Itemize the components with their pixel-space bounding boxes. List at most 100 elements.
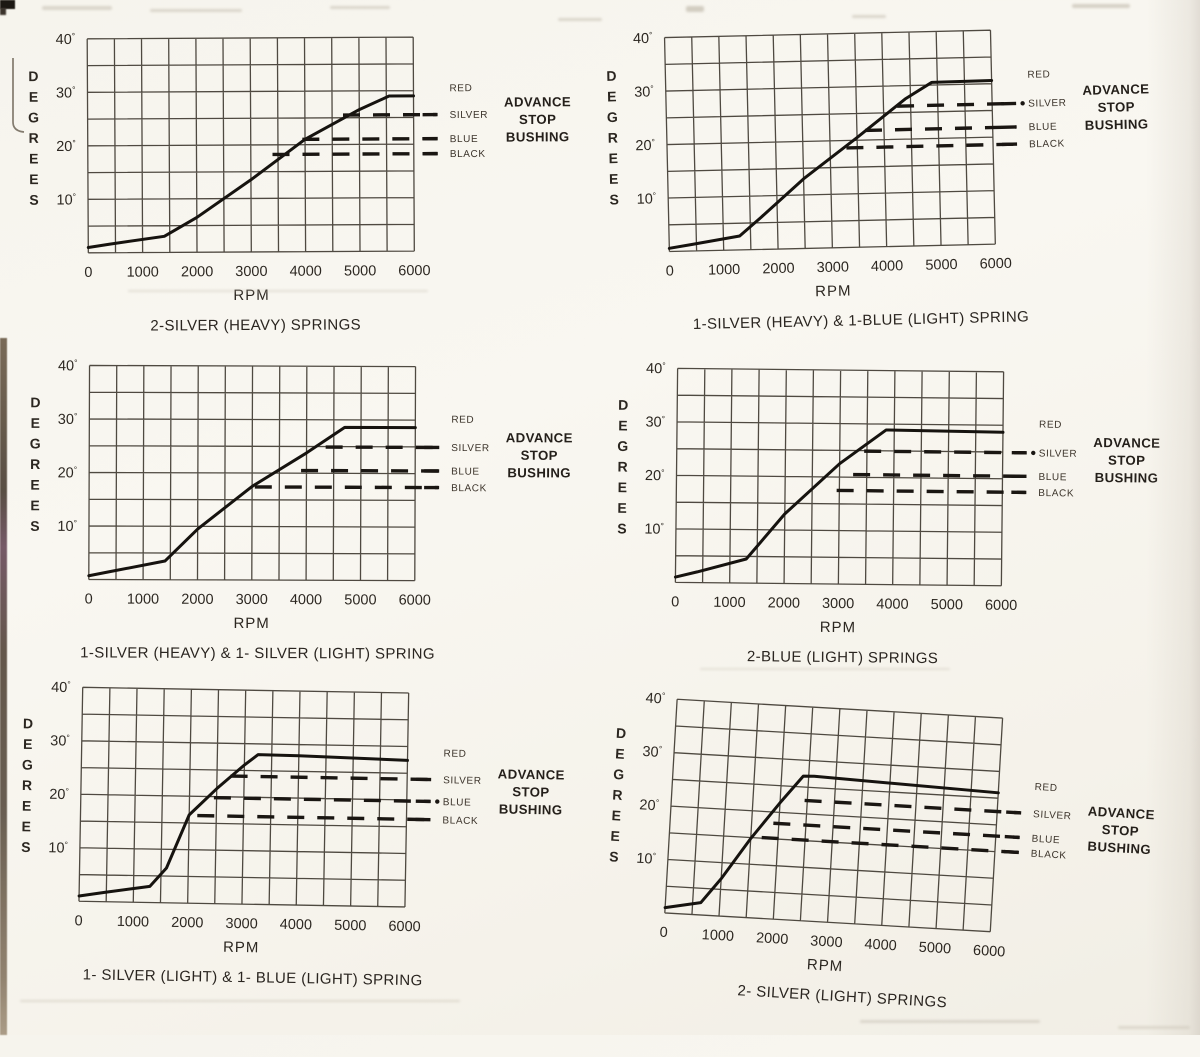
stop-line-silver (231, 776, 431, 779)
y-tick-label: 30° (50, 732, 70, 749)
stop-line-black (197, 816, 429, 820)
y-axis-letter: E (22, 798, 32, 814)
scan-right-shade (1146, 0, 1200, 1035)
y-axis-letter: E (21, 818, 31, 834)
y-tick-label: 30° (58, 411, 78, 428)
y-axis-letter: S (21, 839, 31, 855)
stop-label-black: BLACK (1030, 849, 1066, 862)
y-tick-label: 30° (642, 743, 662, 761)
advance-stop-bushing-note: STOP (519, 112, 556, 127)
y-axis-letter: E (618, 479, 628, 495)
stop-dot-silver (1031, 451, 1035, 455)
stop-label-blue: BLUE (443, 797, 472, 808)
stop-line-black (846, 144, 1016, 148)
x-tick-label: 3000 (817, 259, 850, 276)
scan-ghost-mark (700, 668, 950, 670)
x-tick-label: 2000 (762, 261, 795, 278)
stop-label-blue: BLUE (450, 134, 479, 145)
x-tick-label: 0 (74, 913, 82, 929)
scan-ghost-mark (20, 1000, 460, 1002)
y-axis-letter: E (609, 171, 619, 187)
x-tick-label: 0 (659, 925, 668, 941)
y-axis-letter: E (30, 497, 39, 513)
scan-ghost-mark (330, 6, 390, 9)
y-tick-label: 10° (644, 521, 664, 538)
y-axis-letter: E (617, 500, 627, 516)
x-tick-label: 3000 (225, 916, 258, 933)
y-axis-letter: G (617, 438, 628, 454)
chart-title: 2-BLUE (LIGHT) SPRINGS (747, 648, 939, 667)
stop-label-red: RED (444, 748, 467, 759)
stop-dot-blue (435, 799, 439, 803)
x-tick-label: 6000 (973, 943, 1006, 961)
grid-lines (665, 699, 1003, 931)
advance-stop-bushing-note: BUSHING (1085, 116, 1149, 132)
x-tick-label: 2000 (181, 592, 213, 608)
y-tick-label: 40° (51, 679, 71, 696)
chart-title: 1-SILVER (HEAVY) & 1- SILVER (LIGHT) SPR… (80, 644, 435, 662)
stop-label-red: RED (451, 415, 474, 426)
scan-bracket-artifact (8, 56, 34, 140)
x-axis-title: RPM (820, 619, 857, 636)
y-axis-letter: G (22, 756, 33, 772)
advance-stop-bushing-note: STOP (1097, 99, 1135, 115)
y-tick-label: 30° (56, 84, 76, 101)
stop-label-black: BLACK (450, 149, 486, 160)
y-axis-letter: S (617, 520, 627, 536)
x-tick-label: 1000 (127, 592, 159, 608)
y-axis-letter: R (617, 459, 627, 475)
stop-line-black (837, 490, 1026, 492)
y-axis-letter: E (611, 807, 621, 824)
stop-label-silver: SILVER (1039, 448, 1078, 459)
y-axis-letter: D (606, 68, 616, 84)
y-tick-label: 10° (636, 850, 656, 868)
y-tick-label: 20° (645, 467, 665, 484)
x-tick-label: 1000 (713, 595, 745, 611)
x-tick-label: 1000 (117, 914, 150, 931)
y-tick-label: 20° (639, 796, 659, 814)
x-axis-title: RPM (815, 282, 852, 300)
advance-stop-bushing-note: STOP (1101, 822, 1139, 839)
advance-stop-bushing-note: BUSHING (506, 129, 570, 144)
stop-label-red: RED (1039, 420, 1062, 431)
x-tick-label: 3000 (822, 596, 854, 612)
x-tick-label: 5000 (334, 918, 367, 935)
x-tick-label: 0 (666, 263, 674, 279)
stop-line-black (273, 154, 437, 155)
stop-line-blue (302, 139, 436, 140)
x-tick-label: 6000 (979, 256, 1012, 273)
x-tick-label: 6000 (398, 263, 430, 279)
stop-line-end-silver (1006, 812, 1021, 813)
advance-stop-bushing-note: BUSHING (507, 465, 571, 480)
y-axis-letter: E (30, 477, 39, 493)
y-axis-letter: R (30, 456, 40, 472)
x-tick-label: 3000 (236, 592, 268, 608)
scan-ghost-mark (128, 290, 428, 292)
x-tick-label: 3000 (810, 933, 843, 951)
scan-ghost-mark (1072, 4, 1130, 8)
y-tick-label: 10° (48, 839, 68, 856)
stop-line-end-blue (1005, 837, 1020, 838)
stop-label-blue: BLUE (451, 467, 480, 478)
stop-line-black (762, 838, 1018, 853)
y-tick-label: 20° (58, 464, 78, 481)
stop-label-blue: BLUE (1029, 122, 1058, 134)
x-tick-label: 2000 (756, 930, 789, 948)
y-tick-label: 20° (49, 786, 69, 803)
chart-title: 1-SILVER (HEAVY) & 1-BLUE (LIGHT) SPRING (693, 308, 1030, 333)
stop-label-black: BLACK (1029, 139, 1065, 151)
scan-edge-streak (0, 338, 7, 1035)
y-axis-letter: E (618, 417, 628, 433)
advance-stop-bushing-note: ADVANCE (1082, 81, 1149, 98)
stop-label-silver: SILVER (443, 775, 482, 787)
advance-stop-bushing-note: ADVANCE (498, 766, 565, 782)
